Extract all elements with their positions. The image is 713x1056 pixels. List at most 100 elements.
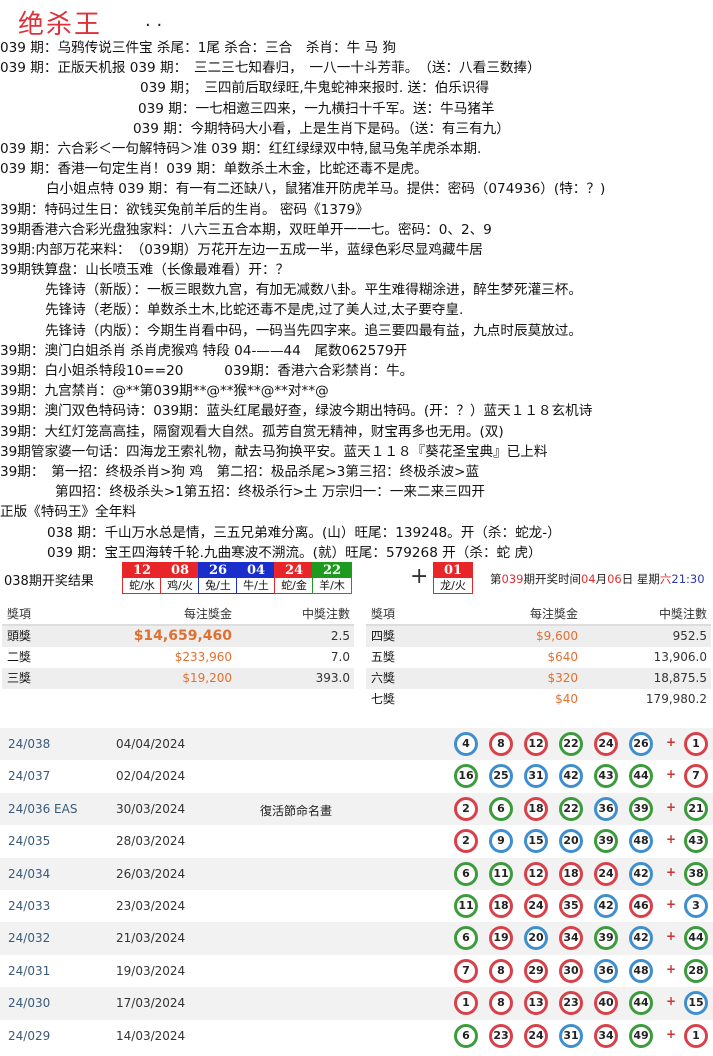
- prize-table-left: 獎項 每注獎金 中獎注數頭獎 $14,659,460 2.5 二獎 $233,960 7.0 三…: [2, 604, 354, 689]
- lottery-ball: 20: [524, 926, 548, 951]
- special-ball: 01 龙/火: [433, 562, 473, 594]
- lottery-ball: 43: [594, 764, 618, 789]
- ball-number: 24: [275, 563, 313, 578]
- lottery-ball: 31: [559, 1023, 583, 1048]
- prize-row: 四獎 $9,600 952.5: [366, 626, 711, 647]
- prize-amount: $640: [547, 650, 578, 664]
- lottery-ball: 9: [489, 829, 513, 854]
- prize-amount: $233,960: [174, 650, 232, 664]
- winner-count: 2.5: [330, 629, 350, 643]
- text-line: 039 期； 三四前后取绿旺,牛鬼蛇神来报时. 送：伯乐识得: [140, 80, 490, 97]
- lottery-ball: 19: [489, 926, 513, 951]
- lottery-ball: 16: [454, 764, 478, 789]
- draw-number[interactable]: 24/036 EAS: [8, 801, 78, 816]
- plus-sign: +: [666, 799, 677, 814]
- text-line: 先锋诗（内版）：今期生肖看中码，一码当先四字来。追三要四最有益，九点时辰莫放过。: [45, 322, 582, 339]
- lottery-ball: 4: [454, 732, 478, 756]
- result-ball: 04 牛/土: [236, 562, 276, 594]
- draw-number[interactable]: 24/035: [8, 834, 51, 849]
- text-line: 先锋诗（新版）：一板三眼数九宫，有加无减数八卦。平生难得糊涂进，醉生梦死灌三杯。: [45, 282, 582, 299]
- special-ball: 43: [684, 829, 708, 854]
- draw-row: 24/030 17/03/2024 1 8 13 23 40 44 +15: [0, 987, 713, 1020]
- ball-zodiac: 兔/土: [205, 579, 231, 592]
- plus-sign: +: [666, 832, 677, 847]
- draw-number[interactable]: 24/032: [8, 931, 51, 946]
- lottery-ball: 48: [629, 958, 653, 983]
- text-line: 039 期：一七相邀三四来，一九横扫十千军。送：牛马猪羊: [138, 100, 495, 117]
- winner-count: 393.0: [315, 671, 350, 685]
- text-line: 39期香港六合彩光盘独家料：八六三五合本期，双旺单开一一七。密码：0、2、9: [0, 221, 492, 238]
- draw-number[interactable]: 24/037: [8, 769, 51, 784]
- draw-date: 30/03/2024: [116, 801, 186, 816]
- prize-name: 六獎: [371, 671, 396, 685]
- prize-name: 頭獎: [7, 629, 32, 643]
- prize-row: 頭獎 $14,659,460 2.5: [2, 626, 354, 647]
- header-cell: 獎項: [371, 607, 396, 621]
- draw-number[interactable]: 24/029: [8, 1028, 51, 1043]
- lottery-ball: 34: [594, 1023, 618, 1048]
- prize-name: 二獎: [7, 650, 32, 664]
- lottery-ball: 23: [559, 991, 583, 1016]
- result-ball: 22 羊/木: [312, 562, 352, 594]
- lottery-ball: 12: [524, 861, 548, 886]
- text-line: 39期：特码过生日：欲钱买兔前羊后的生肖。 密码《1379》: [0, 201, 369, 218]
- draw-note: 復活節命名畫: [260, 803, 333, 818]
- text-line: 第四招：终极杀头>1第五招：终极杀行>土 万宗归一：一来二来三四开: [55, 484, 485, 501]
- lottery-ball: 22: [559, 796, 583, 821]
- ball-zodiac: 蛇/金: [281, 579, 307, 592]
- lottery-ball: 39: [594, 829, 618, 854]
- ball-zodiac: 蛇/水: [129, 579, 155, 592]
- next-draw-time: 第039期开奖时间04月06日 星期六21:30: [490, 572, 705, 586]
- draw-row: 24/035 28/03/2024 2 9 15 20 39 48 +43: [0, 825, 713, 857]
- lottery-ball: 48: [629, 829, 653, 854]
- plus-sign: +: [666, 961, 677, 976]
- draw-number[interactable]: 24/033: [8, 898, 51, 913]
- lottery-ball: 12: [524, 732, 548, 756]
- lottery-ball: 39: [629, 796, 653, 821]
- lottery-ball: 25: [489, 764, 513, 789]
- prize-row: 三獎 $19,200 393.0: [2, 668, 354, 689]
- lottery-ball: 7: [454, 958, 478, 983]
- draw-date: 02/04/2024: [116, 769, 186, 784]
- text-line: 白小姐点特 039 期：有一有二还缺八，鼠猪准开防虎羊马。提供：密码（07493…: [46, 181, 606, 198]
- lottery-ball: 24: [594, 861, 618, 886]
- draw-number[interactable]: 24/030: [8, 996, 51, 1011]
- result-ball: 24 蛇/金: [274, 562, 314, 594]
- text-line: 39期铁算盘：山长喷玉难（长像最难看）开：？: [0, 262, 290, 279]
- special-ball: 3: [684, 893, 708, 918]
- ball-zodiac: 鸡/火: [167, 579, 193, 592]
- lottery-ball: 44: [629, 991, 653, 1016]
- lottery-ball: 26: [629, 732, 653, 756]
- ball-zodiac: 牛/土: [243, 579, 269, 592]
- lottery-ball: 39: [594, 926, 618, 951]
- result-ball: 26 兔/土: [198, 562, 238, 594]
- lottery-ball: 18: [524, 796, 548, 821]
- prize-name: 五獎: [371, 650, 396, 664]
- lottery-ball: 36: [594, 958, 618, 983]
- ball-number: 26: [199, 563, 237, 578]
- prize-table-header: 獎項 每注獎金 中獎注數: [2, 604, 354, 626]
- text-line: 39期：澳门白姐杀肖 杀肖虎猴鸡 特段 04-——44 尾数062579开: [0, 342, 408, 359]
- special-ball: 1: [684, 732, 708, 756]
- prize-table-header: 獎項 每注獎金 中獎注數: [366, 604, 711, 626]
- special-ball: 38: [684, 861, 708, 886]
- prize-amount: $14,659,460: [133, 628, 232, 644]
- lottery-ball: 8: [489, 732, 513, 756]
- prediction-text-block: 039 期：乌鸦传说三件宝 杀尾：1尾 杀合：三合 杀肖：牛 马 狗 039 期：…: [0, 38, 713, 563]
- winner-count: 179,980.2: [645, 692, 707, 706]
- text-line: 39期：九宫禁肖：@**第039期**@**猴**@**对**@: [0, 383, 329, 400]
- draw-date: 04/04/2024: [116, 737, 186, 751]
- lottery-ball: 6: [454, 1023, 478, 1048]
- lottery-ball: 42: [594, 893, 618, 918]
- draw-date: 21/03/2024: [116, 931, 186, 946]
- draw-number[interactable]: 24/038: [8, 737, 51, 751]
- special-ball: 7: [684, 764, 708, 789]
- lottery-ball: 42: [629, 861, 653, 886]
- draw-number[interactable]: 24/034: [8, 866, 51, 881]
- draw-number[interactable]: 24/031: [8, 963, 51, 978]
- lottery-ball: 36: [594, 796, 618, 821]
- lottery-ball: 13: [524, 991, 548, 1016]
- plus-sign: +: [666, 929, 677, 944]
- winner-count: 7.0: [330, 650, 350, 664]
- lottery-ball: 8: [489, 991, 513, 1016]
